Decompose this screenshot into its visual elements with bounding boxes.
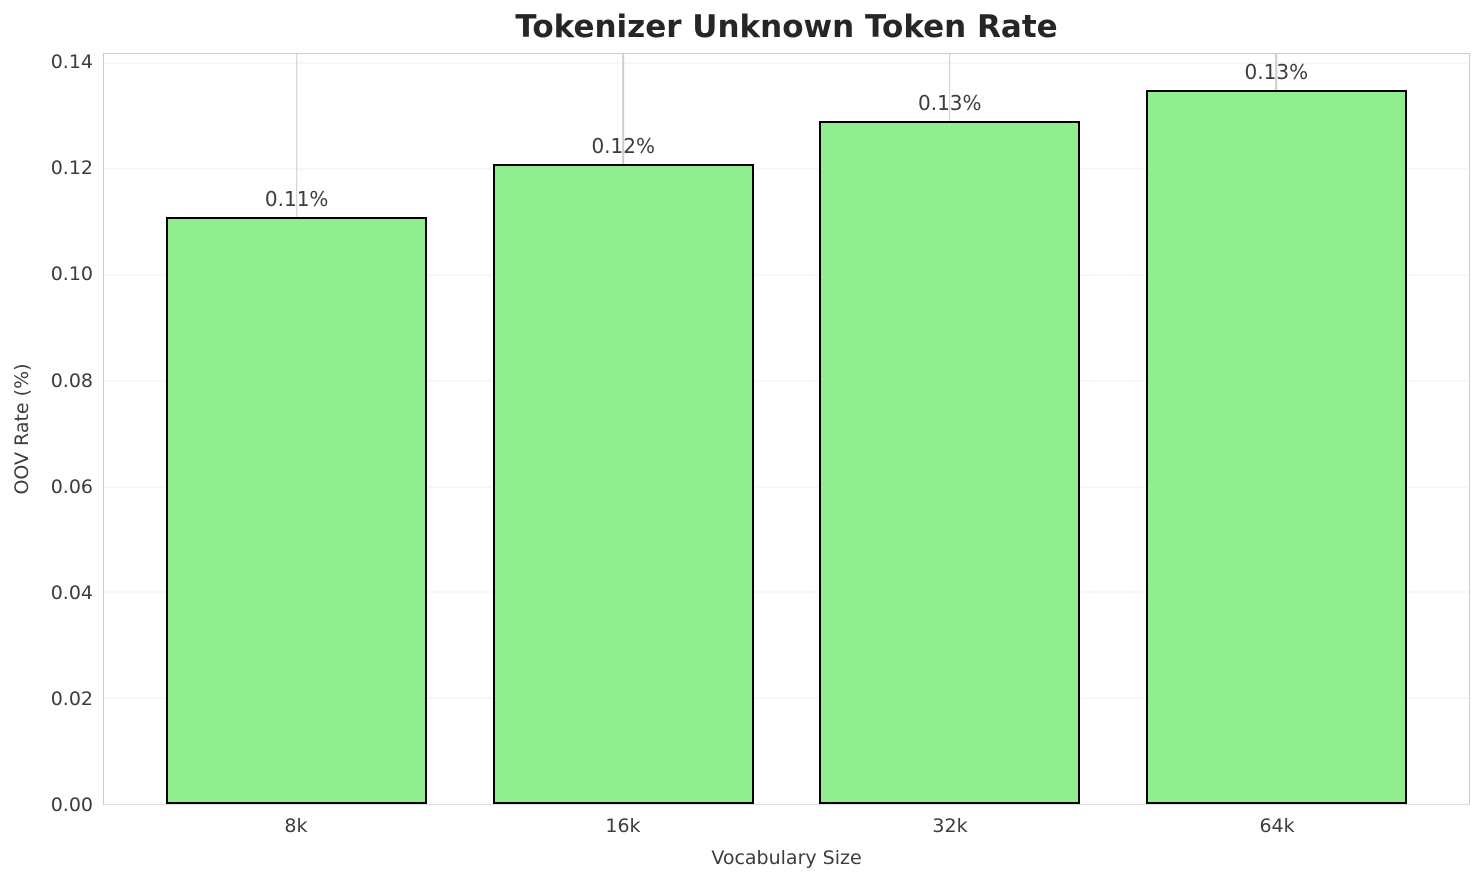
gridline-horizontal: [104, 803, 1469, 805]
y-tick-label: 0.08: [50, 369, 93, 392]
y-tick-label: 0.04: [50, 581, 93, 604]
y-tick-label: 0.00: [50, 794, 93, 816]
bar: [166, 216, 428, 804]
x-tick-label: 16k: [605, 815, 641, 837]
gridline-horizontal: [104, 62, 1469, 64]
gridline-horizontal: [104, 486, 1469, 488]
x-axis-label: Vocabulary Size: [711, 847, 862, 869]
y-tick-label: 0.14: [50, 51, 93, 74]
y-tick-label: 0.02: [50, 687, 93, 710]
gridline-horizontal: [104, 168, 1469, 170]
gridline-horizontal: [104, 697, 1469, 699]
y-tick-label: 0.10: [50, 263, 93, 286]
y-tick-label: 0.06: [50, 475, 93, 498]
bar: [819, 121, 1081, 804]
gridline-horizontal: [104, 591, 1469, 593]
x-tick-label: 32k: [932, 815, 968, 837]
plot-area: 0.11% 0.12% 0.13% 0.13%: [103, 53, 1470, 805]
bar-value-label: 0.13%: [1244, 59, 1309, 84]
chart-title: Tokenizer Unknown Token Rate: [515, 9, 1058, 45]
x-tick-label: 8k: [284, 815, 308, 837]
gridline-horizontal: [104, 274, 1469, 276]
y-tick-label: 0.12: [50, 157, 93, 180]
bar-value-label: 0.11%: [264, 186, 329, 211]
bar: [492, 163, 754, 804]
bar: [1145, 89, 1407, 804]
gridline-horizontal: [104, 380, 1469, 382]
bar-value-label: 0.13%: [917, 91, 982, 116]
bar-value-label: 0.12%: [591, 133, 655, 158]
x-tick-label: 64k: [1259, 815, 1295, 837]
